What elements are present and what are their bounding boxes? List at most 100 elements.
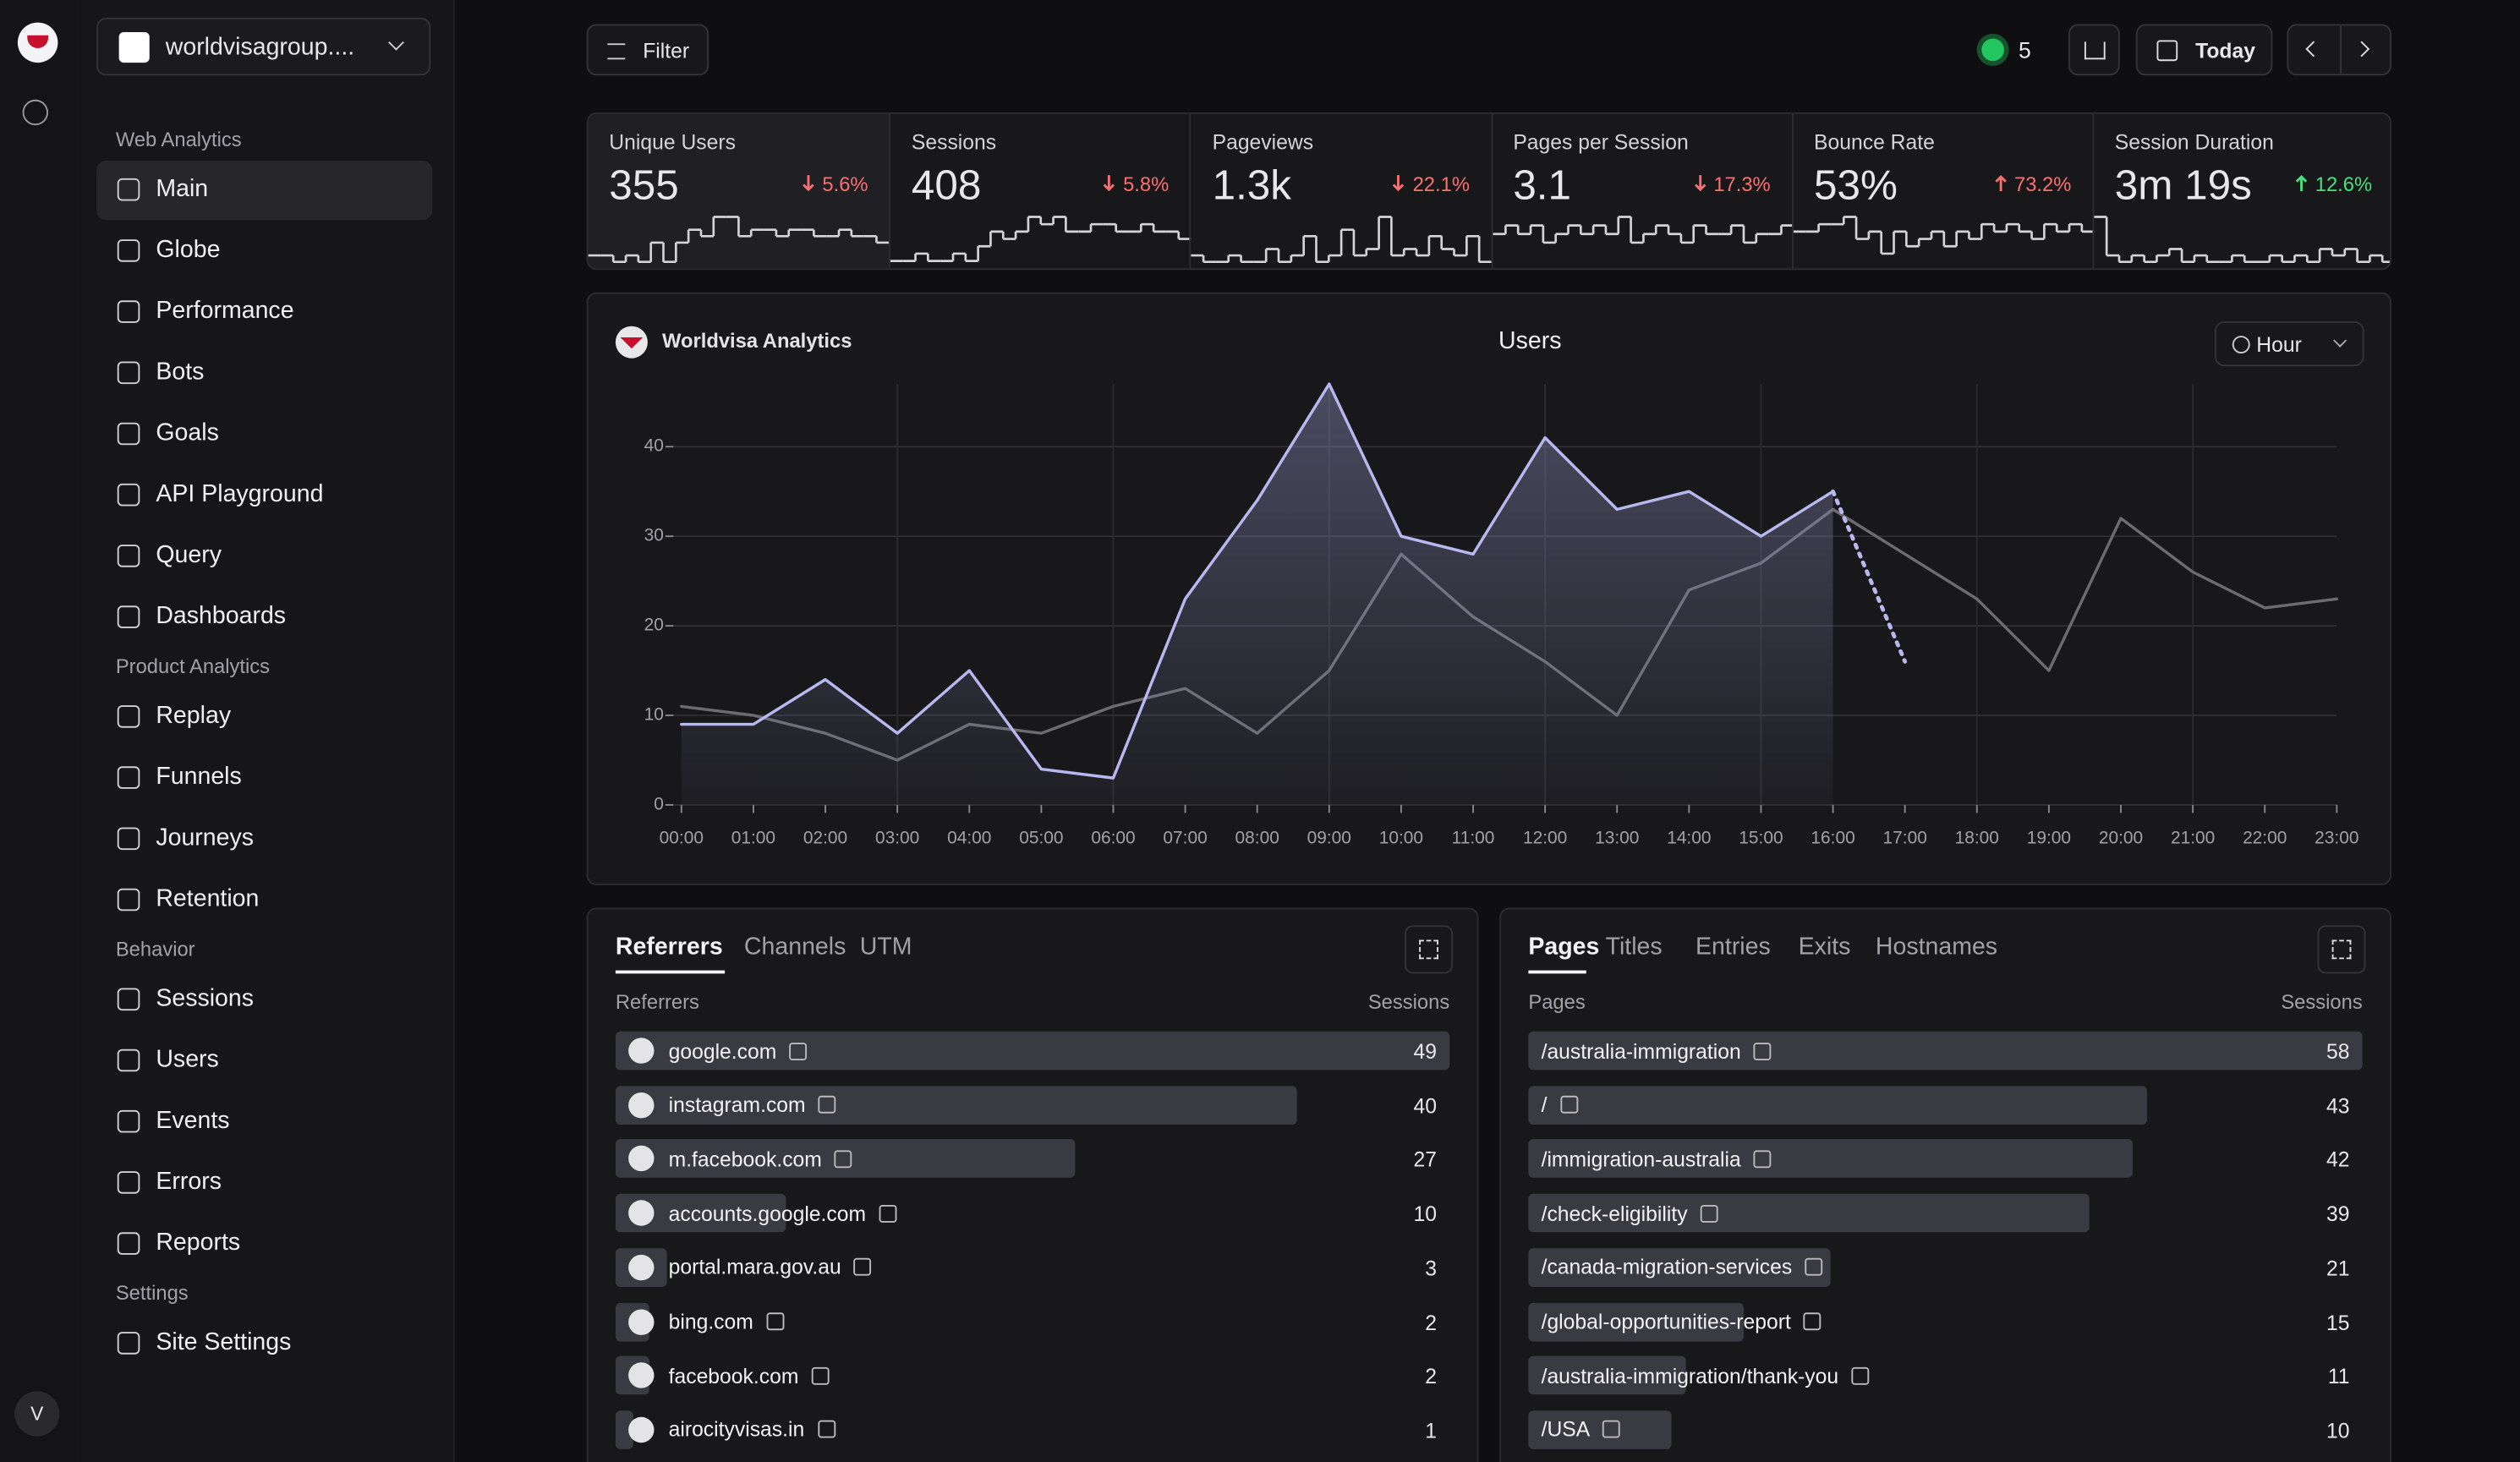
row[interactable]: /global-opportunities-report [1542,1302,1822,1341]
external-link[interactable] [811,1366,830,1385]
row[interactable]: accounts.google.com [628,1194,897,1233]
row-label: bing.com [668,1309,753,1334]
filter-button[interactable]: Filter [586,24,709,76]
x-tick-label: 04:00 [947,828,991,847]
row[interactable]: /australia-immigration [1542,1032,1772,1070]
nav-item[interactable]: Funnels [96,748,432,808]
row[interactable]: instagram.com [628,1086,836,1125]
nav-icon [117,178,140,201]
row-value: 42 [2326,1147,2350,1172]
tab[interactable]: UTM [859,933,912,961]
metric-card[interactable]: Session Duration 3m 19s 12.6% [2092,113,2391,269]
nav-item[interactable]: Bots [96,344,432,403]
row-bar [1528,1410,1673,1449]
row-value: 10 [1413,1202,1438,1226]
row[interactable]: m.facebook.com [628,1140,852,1179]
row[interactable]: /USA [1542,1410,1621,1449]
next [2353,41,2370,57]
row-value: 1 [1425,1418,1438,1443]
share-button[interactable] [2068,24,2120,76]
section-title: Behavior [115,938,195,961]
row[interactable]: /canada-migration-services [1542,1248,1823,1287]
external-link[interactable] [818,1096,836,1114]
tab[interactable]: Hostnames [1875,933,1998,961]
external-link[interactable] [1559,1096,1578,1114]
arrow-path [1104,175,1115,192]
row-bar [1528,1139,2133,1179]
sparkline [890,216,1192,262]
expand-button[interactable] [2317,925,2366,974]
nav-item[interactable]: Query [96,527,432,586]
help-icon[interactable] [22,99,49,126]
row-value: 27 [1413,1147,1438,1172]
external-link[interactable] [789,1042,808,1060]
nav-item[interactable]: Main [96,161,433,221]
change-arrow [1103,173,1115,193]
nav-item[interactable]: Users [96,1032,432,1091]
external-link[interactable] [1804,1312,1822,1331]
sparkline [588,216,890,264]
nav-item[interactable]: Journeys [96,810,432,869]
section-title: Settings [115,1282,189,1305]
external-link[interactable] [817,1421,835,1439]
date-button[interactable]: Today [2135,24,2273,76]
site-selector[interactable]: worldvisagroup.... [96,17,431,76]
external-link[interactable] [835,1150,852,1169]
change-arrow [803,173,815,193]
metric-label: Pages per Session [1513,129,1689,155]
external-link[interactable] [879,1204,897,1223]
nav-item[interactable]: Dashboards [96,588,432,647]
nav-icon [117,888,140,912]
row[interactable]: /immigration-australia [1542,1140,1772,1179]
x-tick-label: 19:00 [2027,828,2071,847]
external-link[interactable] [1753,1042,1772,1060]
nav-item[interactable]: Reports [96,1214,432,1273]
nav-item[interactable]: Sessions [96,971,432,1030]
row[interactable]: / [1542,1086,1578,1125]
nav-item[interactable]: Site Settings [96,1314,432,1373]
series-area [681,384,1833,805]
metric-card[interactable]: Pageviews 1.3k 22.1% [1189,113,1493,269]
row[interactable]: portal.mara.gov.au [628,1248,872,1287]
x-tick-label: 10:00 [1379,828,1423,847]
metric-card[interactable]: Unique Users 355 5.6% [588,113,890,269]
nav-item[interactable]: API Playground [96,466,432,525]
external-link[interactable] [853,1258,872,1277]
tab[interactable]: Titles [1605,933,1663,961]
row[interactable]: google.com [628,1032,808,1070]
series-line [680,382,1835,780]
metric-card[interactable]: Pages per Session 3.1 17.3% [1490,113,1794,269]
tab[interactable]: Channels [743,933,846,961]
expand-button[interactable] [1405,925,1454,974]
metric-card[interactable]: Bounce Rate 53% 73.2% [1791,113,2094,269]
row[interactable]: bing.com [628,1302,784,1341]
tab[interactable]: Entries [1696,933,1771,961]
row[interactable]: /australia-immigration/thank-you [1542,1356,1870,1395]
external-link[interactable] [766,1312,784,1331]
external-link[interactable] [1805,1258,1823,1277]
metric-card[interactable]: Sessions 408 5.8% [889,113,1192,269]
external-link[interactable] [1753,1150,1772,1169]
row[interactable]: /check-eligibility [1542,1194,1718,1233]
x-tick-label: 08:00 [1235,828,1279,847]
nav-item[interactable]: Globe [96,222,432,281]
row[interactable]: facebook.com [628,1356,830,1395]
external-link[interactable] [1602,1421,1621,1439]
nav-item[interactable]: Errors [96,1153,432,1213]
external-link[interactable] [1700,1204,1718,1223]
chart-title: Users [1498,327,1561,354]
logo[interactable] [17,22,58,63]
interval-select[interactable]: Hour [2214,321,2364,367]
nav-item[interactable]: Goals [96,405,432,464]
row[interactable]: airocityvisas.in [628,1410,835,1449]
tab[interactable]: Pages [1528,933,1600,961]
nav-item[interactable]: Events [96,1092,432,1152]
tab[interactable]: Exits [1798,933,1851,961]
external-link[interactable] [1851,1366,1870,1385]
nav-item[interactable]: Replay [96,687,432,747]
tab[interactable]: Referrers [615,933,723,961]
nav-item[interactable]: Performance [96,282,432,342]
nav-item[interactable]: Retention [96,871,432,930]
avatar[interactable]: V [14,1391,60,1437]
date-nav[interactable] [2287,24,2391,76]
